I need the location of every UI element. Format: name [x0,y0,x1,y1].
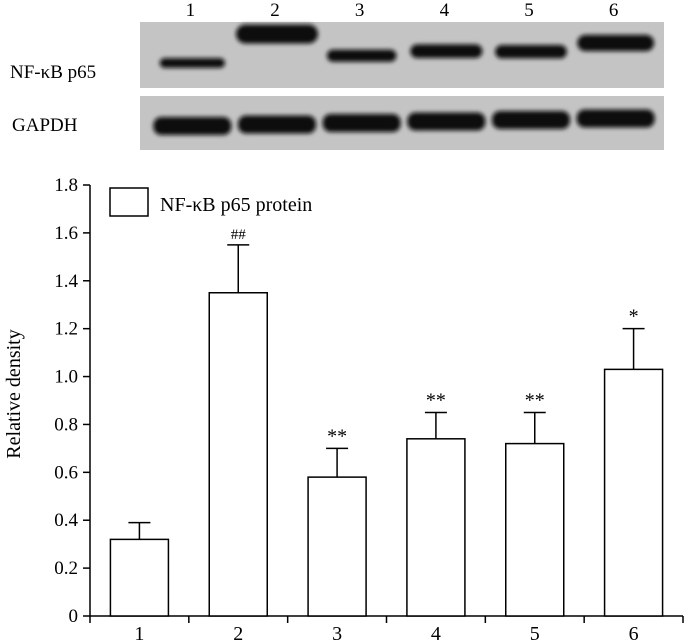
y-tick-label: 1.0 [54,367,78,388]
y-tick-label: 1.6 [54,223,78,244]
y-tick-label: 1.2 [54,319,78,340]
significance-label: ** [327,425,347,447]
p65-band [577,34,655,52]
bar [307,476,367,617]
bar [109,538,170,617]
bars [109,292,664,617]
gapdh-band [407,112,486,131]
bar [505,442,565,617]
lane-label: 4 [440,0,450,21]
y-axis-label: Relative density [3,329,25,458]
y-tick-label: 1.8 [54,175,78,196]
lane-label: 3 [355,0,365,21]
significance-label: ## [231,227,247,243]
y-tick-label: 0 [69,606,79,627]
x-tick-label: 6 [629,623,639,642]
legend-swatch [109,187,149,217]
p65-band [326,49,397,62]
blot-row-label-p65: NF-κB p65 [10,62,96,83]
gapdh-band [322,114,401,132]
x-tick-label: 4 [431,623,441,642]
legend: NF-κB p65 protein [109,187,312,217]
y-tick-label: 1.4 [54,271,78,292]
gapdh-band [576,109,655,128]
gapdh-bands [153,109,655,135]
x-tick-label: 1 [134,623,144,642]
x-tick-label: 2 [233,623,243,642]
significance-label: ** [525,389,545,411]
significance-label: * [629,306,639,328]
lane-label: 1 [186,0,196,21]
p65-band [410,44,483,58]
p65-band [495,45,567,59]
y-axis: 0 0.2 0.4 0.6 0.8 1.0 1.2 1.4 1.6 1.8 [54,175,91,627]
p65-band [236,24,318,44]
significance-label: ** [426,389,446,411]
lane-label: 2 [270,0,280,21]
significance-annotations: ##**** *** [231,227,639,448]
y-tick-label: 0.8 [54,414,78,435]
y-tick-label: 0.4 [54,510,78,531]
bar [208,292,268,617]
lane-labels: 1 2 3 4 5 6 [186,0,619,21]
y-tick-label: 0.2 [54,558,78,579]
p65-bands [159,24,655,68]
gapdh-band [492,111,570,129]
error-bars [128,244,645,540]
blot-strip-p65 [140,22,664,88]
p65-band [159,58,225,68]
lane-label: 6 [609,0,619,21]
y-tick-label: 0.6 [54,462,78,483]
western-blot: 1 2 3 4 5 6 NF-κB p65 GAPDH [10,0,664,150]
x-axis: 1 2 3 4 5 6 [89,615,684,642]
legend-label: NF-κB p65 protein [160,194,312,216]
blot-row-label-gapdh: GAPDH [12,115,78,136]
bar [406,438,466,617]
x-tick-label: 5 [530,623,540,642]
gapdh-band [153,117,232,135]
gapdh-band [238,115,316,134]
bar [603,368,664,617]
lane-label: 5 [524,0,534,21]
x-tick-label: 3 [332,623,342,642]
